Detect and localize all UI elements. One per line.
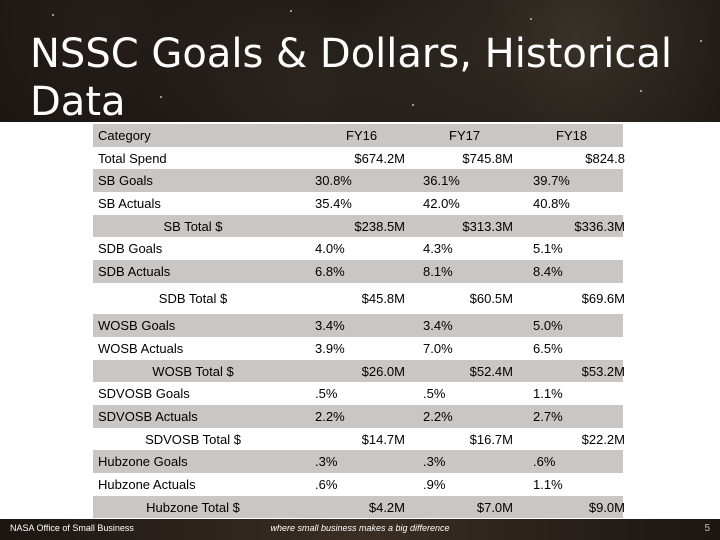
cell-fy16: 3.4% — [315, 318, 345, 333]
header-fy16: FY16 — [346, 128, 378, 143]
row-label: Hubzone Goals — [98, 454, 188, 469]
star-decoration — [160, 96, 162, 98]
cell-fy16: $14.7M — [361, 431, 405, 447]
cell-fy18: $22.2M — [581, 431, 625, 447]
cell-fy16: 2.2% — [315, 409, 345, 424]
row-label: SB Goals — [98, 173, 153, 188]
cell-fy17: $60.5M — [469, 291, 513, 306]
row-label: WOSB Total $ — [152, 363, 234, 379]
table-row: SDVOSB Actuals 2.2% 2.2% 2.7% — [93, 405, 623, 428]
footer-org-name: NASA Office of Small Business — [10, 523, 134, 533]
cell-fy18: 6.5% — [533, 341, 563, 356]
row-label: SDVOSB Actuals — [98, 409, 198, 424]
row-label: SDB Actuals — [98, 264, 171, 279]
table-row: SB Goals 30.8% 36.1% 39.7% — [93, 169, 623, 192]
table-row: WOSB Total $ $26.0M $52.4M $53.2M — [93, 360, 625, 382]
cell-fy17: $745.8M — [462, 150, 513, 166]
star-decoration — [530, 18, 532, 20]
row-label: Hubzone Actuals — [98, 477, 196, 492]
table-row: Hubzone Total $ $4.2M $7.0M $9.0M — [93, 496, 625, 518]
table-row: Hubzone Actuals .6% .9% 1.1% — [93, 473, 623, 496]
cell-fy18: $53.2M — [581, 363, 625, 379]
cell-fy17: 42.0% — [423, 196, 460, 211]
table-row: SDVOSB Total $ $14.7M $16.7M $22.2M — [93, 428, 625, 450]
cell-fy16: $238.5M — [354, 218, 405, 234]
page-number: 5 — [704, 523, 710, 534]
cell-fy16: $4.2M — [368, 499, 405, 515]
table-row: Hubzone Goals .3% .3% .6% — [93, 450, 623, 473]
cell-fy17: .9% — [423, 477, 446, 492]
table-row: WOSB Goals 3.4% 3.4% 5.0% — [93, 314, 623, 337]
row-label: Total Spend — [98, 150, 167, 166]
table-row: SDB Actuals 6.8% 8.1% 8.4% — [93, 260, 623, 283]
cell-fy17: 36.1% — [423, 173, 460, 188]
cell-fy16: $26.0M — [361, 363, 405, 379]
cell-fy17: 4.3% — [423, 241, 453, 256]
row-label: SDB Goals — [98, 241, 163, 256]
table-row: SB Total $ $238.5M $313.3M $336.3M — [93, 215, 625, 237]
row-label: Hubzone Total $ — [146, 499, 240, 515]
row-label: SB Total $ — [163, 218, 223, 234]
cell-fy16: .3% — [315, 454, 338, 469]
row-label: SDVOSB Total $ — [145, 431, 241, 447]
footer-tagline: where small business makes a big differe… — [270, 523, 450, 533]
cell-fy18: .6% — [533, 454, 556, 469]
footer-bar: NASA Office of Small Business where smal… — [0, 519, 720, 540]
cell-fy17: .3% — [423, 454, 446, 469]
star-decoration — [290, 10, 292, 12]
star-decoration — [700, 40, 702, 42]
cell-fy18: 2.7% — [533, 409, 563, 424]
row-label: SDB Total $ — [158, 291, 228, 306]
cell-fy18: $824.8 — [585, 150, 625, 166]
cell-fy18: 5.0% — [533, 318, 563, 333]
cell-fy17: $7.0M — [476, 499, 513, 515]
row-label: WOSB Goals — [98, 318, 176, 333]
cell-fy16: .5% — [315, 386, 338, 401]
cell-fy18: 40.8% — [533, 196, 570, 211]
star-decoration — [640, 90, 642, 92]
cell-fy18: $336.3M — [574, 218, 625, 234]
table-row: SDB Total $ $45.8M $60.5M $69.6M — [93, 283, 625, 314]
cell-fy16: 30.8% — [315, 173, 352, 188]
table-row: SB Actuals 35.4% 42.0% 40.8% — [93, 192, 623, 215]
cell-fy17: 8.1% — [423, 264, 453, 279]
cell-fy16: .6% — [315, 477, 338, 492]
cell-fy18: 8.4% — [533, 264, 563, 279]
cell-fy16: 4.0% — [315, 241, 345, 256]
table-header-row: Category FY16 FY17 FY18 — [93, 124, 623, 147]
star-decoration — [412, 104, 414, 106]
cell-fy18: 5.1% — [533, 241, 563, 256]
cell-fy17: $16.7M — [469, 431, 513, 447]
cell-fy17: 3.4% — [423, 318, 453, 333]
row-label: SDVOSB Goals — [98, 386, 190, 401]
cell-fy18: 39.7% — [533, 173, 570, 188]
cell-fy17: $313.3M — [462, 218, 513, 234]
cell-fy16: 6.8% — [315, 264, 345, 279]
table-row: WOSB Actuals 3.9% 7.0% 6.5% — [93, 337, 623, 360]
header-fy18: FY18 — [556, 128, 588, 143]
table-row: SDVOSB Goals .5% .5% 1.1% — [93, 382, 623, 405]
cell-fy16: 3.9% — [315, 341, 345, 356]
cell-fy17: .5% — [423, 386, 446, 401]
title-banner — [0, 0, 720, 122]
cell-fy16: $674.2M — [354, 150, 405, 166]
goals-table: Category FY16 FY17 FY18 Total Spend $674… — [93, 124, 625, 518]
cell-fy17: 7.0% — [423, 341, 453, 356]
cell-fy16: 35.4% — [315, 196, 352, 211]
star-decoration — [52, 14, 54, 16]
cell-fy17: 2.2% — [423, 409, 453, 424]
cell-fy18: $69.6M — [581, 291, 625, 306]
table-row: SDB Goals 4.0% 4.3% 5.1% — [93, 237, 623, 260]
table-row: Total Spend $674.2M $745.8M $824.8 — [93, 147, 625, 169]
row-label: WOSB Actuals — [98, 341, 184, 356]
cell-fy18: 1.1% — [533, 386, 563, 401]
cell-fy16: $45.8M — [361, 291, 405, 306]
cell-fy18: 1.1% — [533, 477, 563, 492]
cell-fy18: $9.0M — [588, 499, 625, 515]
slide-title: NSSC Goals & Dollars, Historical Data — [30, 31, 672, 125]
row-label: SB Actuals — [98, 196, 161, 211]
cell-fy17: $52.4M — [469, 363, 513, 379]
header-category: Category — [98, 128, 151, 143]
header-fy17: FY17 — [449, 128, 481, 143]
